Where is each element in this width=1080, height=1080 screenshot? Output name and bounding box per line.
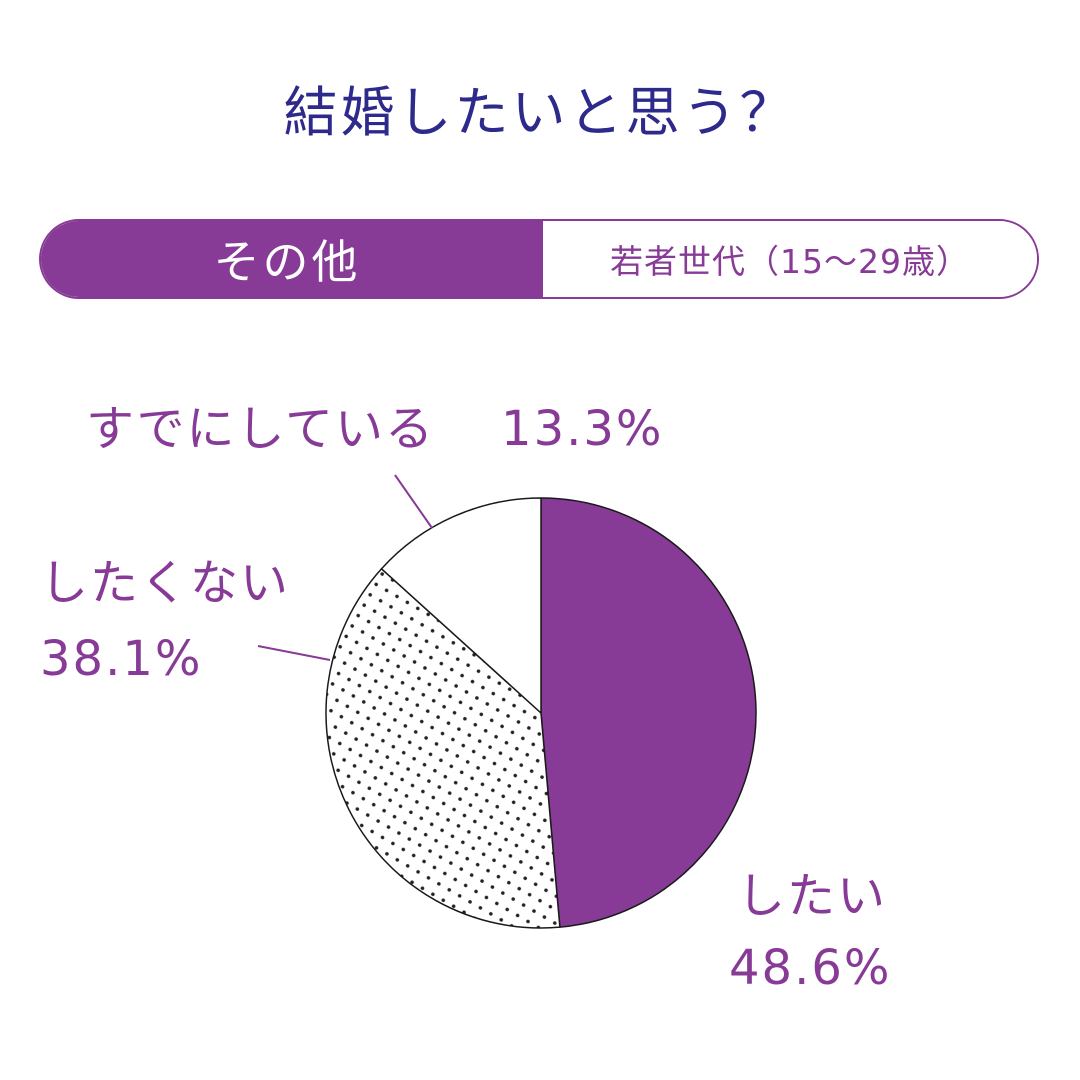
tab-other[interactable]: その他 <box>41 221 543 297</box>
slice-value-want: 48.6% <box>729 940 892 996</box>
pie-slice-dont-want <box>325 568 561 929</box>
slice-label-already: すでにしている 13.3% <box>86 398 664 460</box>
leader-line-already <box>394 474 433 529</box>
pie-slice-want <box>540 497 757 928</box>
chart-title: 結婚したいと思う？ <box>283 81 797 144</box>
slice-value-already: 13.3% <box>501 401 664 457</box>
slice-name-already: すでにしている <box>86 401 436 457</box>
slice-name-want: したい <box>737 868 888 924</box>
slice-label-want: したい 48.6% <box>729 865 891 999</box>
tab-young-generation[interactable]: 若者世代（15～29歳） <box>543 221 1037 297</box>
slice-value-dont-want: 38.1% <box>40 631 203 687</box>
pie-slice-already <box>380 497 542 714</box>
slice-name-dont-want: したくない <box>40 555 291 611</box>
slice-label-dont-want: したくない 38.1% <box>40 552 290 690</box>
segment-tabs: その他 若者世代（15～29歳） <box>39 219 1039 299</box>
